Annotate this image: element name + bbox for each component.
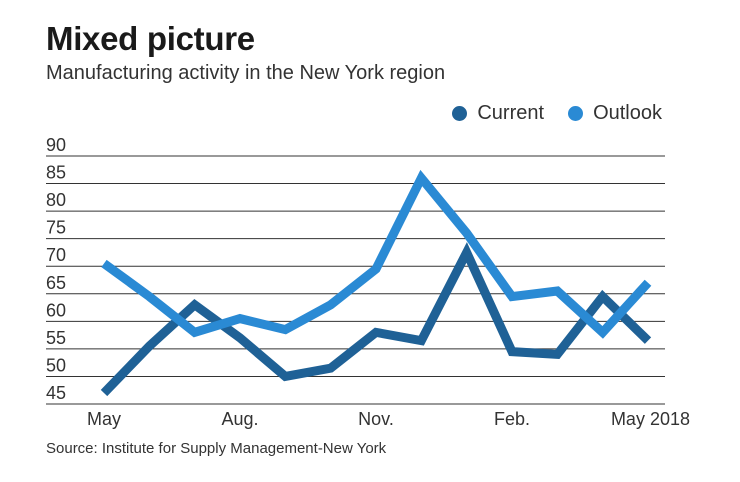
y-tick-label: 60 <box>46 300 66 320</box>
chart-title: Mixed picture <box>46 20 255 57</box>
y-tick-label: 85 <box>46 163 66 183</box>
y-tick-label: 70 <box>46 245 66 265</box>
series-line-outlook <box>101 169 652 339</box>
x-tick-label: Feb. <box>494 409 530 429</box>
x-tick-label: May <box>87 409 121 429</box>
y-tick-label: 90 <box>46 135 66 155</box>
y-tick-label: 45 <box>46 383 66 403</box>
y-tick-label: 55 <box>46 328 66 348</box>
source-note: Source: Institute for Supply Management-… <box>46 440 387 457</box>
chart-subtitle: Manufacturing activity in the New York r… <box>46 62 446 84</box>
legend-item-current: Current <box>452 102 544 125</box>
y-tick-label: 50 <box>46 355 66 375</box>
y-tick-label: 75 <box>46 218 66 238</box>
x-tick-label: Nov. <box>358 409 394 429</box>
y-tick-label: 65 <box>46 273 66 293</box>
x-tick-label: Aug. <box>221 409 258 429</box>
legend-label-current: Current <box>477 102 545 124</box>
legend-item-outlook: Outlook <box>568 102 662 125</box>
x-tick-label: May 2018 <box>611 409 690 429</box>
legend-label-outlook: Outlook <box>593 102 662 124</box>
legend-swatch-outlook <box>568 106 584 121</box>
legend-swatch-current <box>452 106 468 121</box>
y-tick-label: 80 <box>46 190 66 210</box>
chart-legend: Current Outlook <box>428 102 662 125</box>
series-line-current <box>100 242 652 397</box>
